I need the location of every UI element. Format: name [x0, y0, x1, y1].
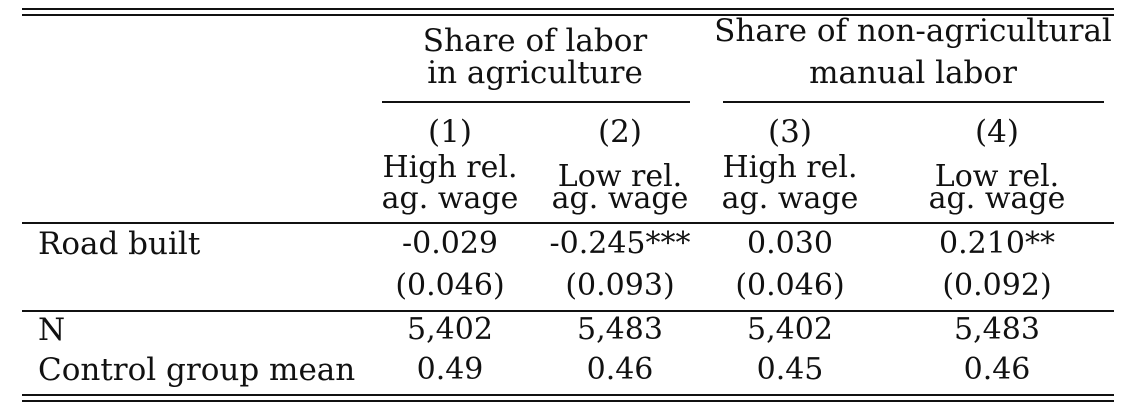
table-cell-se: (0.093) [565, 268, 675, 303]
column-subheader-4-line2: ag. wage [928, 181, 1066, 216]
panel-underline-manual [723, 101, 1104, 103]
table-cell: 5,483 [577, 312, 663, 347]
column-subheader-1-line2: ag. wage [381, 181, 519, 216]
column-number-3: (3) [768, 114, 812, 150]
column-subheader-3-line1: High rel. [722, 150, 858, 185]
column-number-4: (4) [975, 114, 1019, 150]
table-cell: 0.46 [963, 352, 1031, 387]
top-rule-1 [22, 8, 1114, 10]
table-cell-se: (0.046) [735, 268, 845, 303]
bottom-rule-2 [22, 400, 1114, 402]
table-cell: 0.210** [939, 226, 1055, 261]
row-label-n: N [38, 312, 66, 348]
column-subheader-2-line1: Low rel. [557, 159, 683, 194]
column-subheader-4-line1: Low rel. [934, 159, 1060, 194]
table-cell: 5,402 [407, 312, 493, 347]
column-subheader-3-line2: ag. wage [721, 181, 859, 216]
row-label-control-group-mean: Control group mean [38, 352, 356, 388]
column-number-2: (2) [598, 114, 642, 150]
row-label-road-built: Road built [38, 226, 201, 262]
table-cell: 5,402 [747, 312, 833, 347]
table-cell-se: (0.092) [942, 268, 1052, 303]
column-number-1: (1) [428, 114, 472, 150]
table-cell: 0.49 [416, 352, 484, 387]
table-cell: 0.45 [756, 352, 824, 387]
mid-rule [22, 310, 1114, 312]
bottom-rule-1 [22, 394, 1114, 396]
table-cell: -0.029 [401, 226, 499, 261]
panel-header-agriculture-line2: in agriculture [427, 55, 643, 91]
header-bottom-rule [22, 222, 1114, 224]
top-rule-2 [22, 14, 1114, 16]
panel-underline-agriculture [382, 101, 690, 103]
panel-header-manual-line1: Share of non-agricultural [714, 13, 1112, 49]
column-subheader-1-line1: High rel. [382, 150, 518, 185]
panel-header-manual-line2: manual labor [809, 55, 1017, 91]
column-subheader-2-line2: ag. wage [551, 181, 689, 216]
table-cell: 0.46 [586, 352, 654, 387]
table-cell: -0.245*** [549, 226, 691, 261]
table-cell-se: (0.046) [395, 268, 505, 303]
table-cell: 0.030 [747, 226, 833, 261]
table-cell: 5,483 [954, 312, 1040, 347]
panel-header-agriculture-line1: Share of labor [422, 23, 648, 59]
